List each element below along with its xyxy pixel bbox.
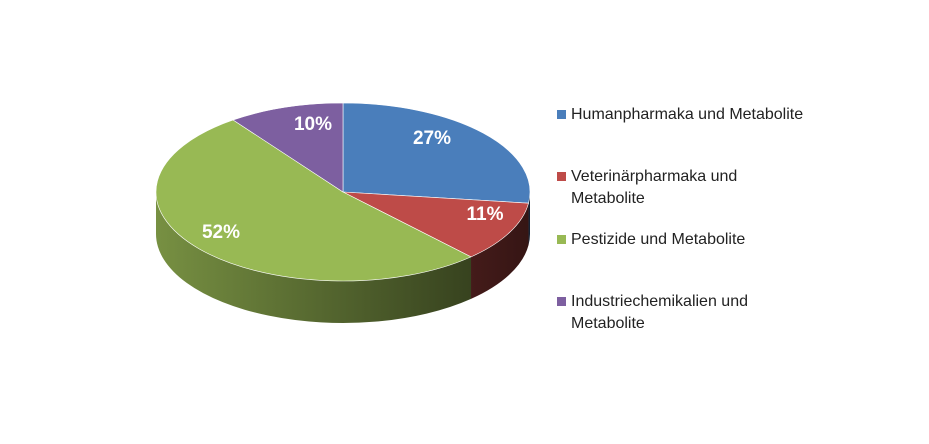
slice-label-2: 11% bbox=[467, 204, 504, 225]
legend-swatch bbox=[557, 172, 566, 181]
slice-side-3 bbox=[156, 192, 472, 323]
pie-top-layer bbox=[155, 102, 531, 282]
slice-label-1: 27% bbox=[413, 128, 451, 149]
slice-2 bbox=[342, 191, 529, 258]
slice-3 bbox=[155, 119, 472, 282]
slice-1 bbox=[342, 102, 531, 204]
slice-label-3: 52% bbox=[202, 222, 240, 243]
legend-label: Pestizide und Metabolite bbox=[571, 231, 746, 248]
legend-label: Veterinärpharmaka und Metabolite bbox=[571, 168, 738, 207]
legend-label: Industriechemikalien und Metabolite bbox=[571, 293, 748, 332]
legend-swatch bbox=[557, 110, 566, 119]
legend-label: Humanpharmaka und Metabolite bbox=[571, 106, 804, 123]
legend-swatch bbox=[557, 235, 566, 244]
slice-side-1 bbox=[528, 192, 531, 246]
slice-label-layer: 27% 11% 52% 10% bbox=[202, 114, 504, 243]
slice-side-2 bbox=[471, 203, 529, 299]
pie-side-layer bbox=[156, 192, 531, 323]
legend-swatch bbox=[557, 297, 566, 306]
slice-4 bbox=[232, 102, 344, 193]
slice-label-4: 10% bbox=[294, 114, 332, 135]
